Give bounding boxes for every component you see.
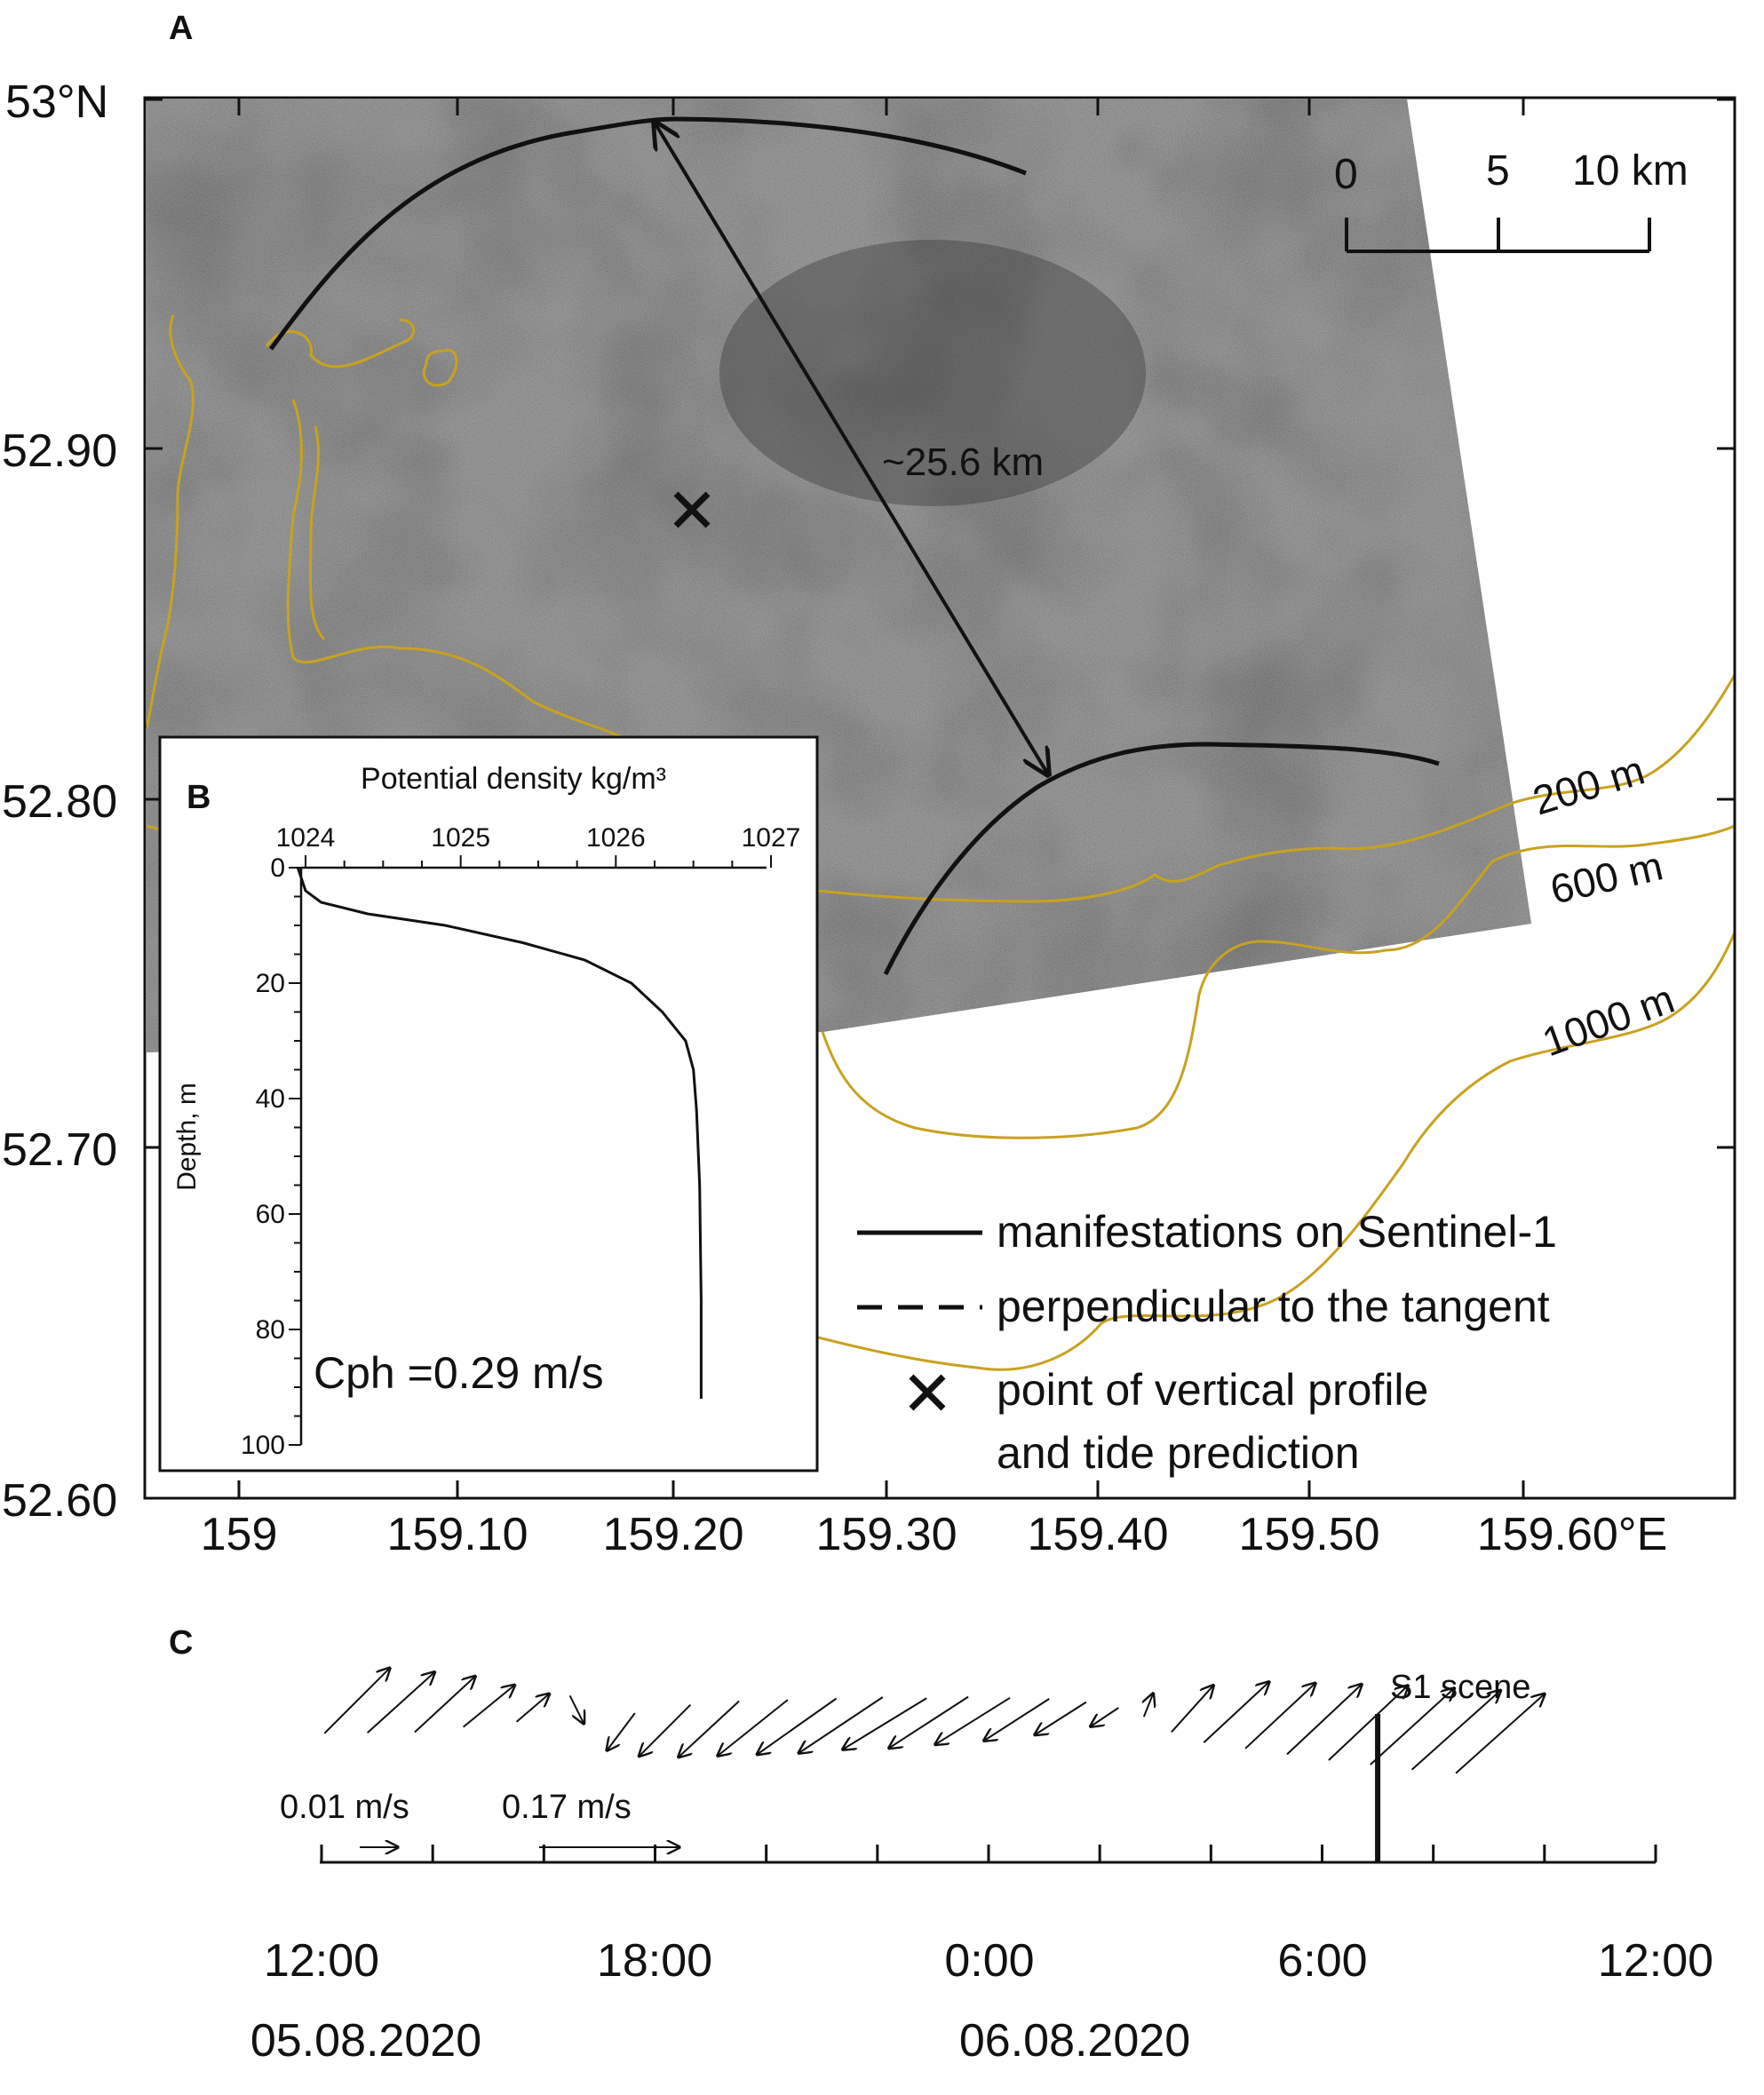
time-tick-1200-end: 12:00	[1598, 1935, 1713, 1987]
lat-tick-5270: 52.70	[2, 1124, 117, 1176]
isobath-label-200: 200 m	[1528, 746, 1649, 823]
current-vector-arrow	[718, 1699, 789, 1756]
time-tick-0600: 6:00	[1277, 1935, 1367, 1987]
scale-speed-label-017: 0.17 m/s	[502, 1789, 632, 1826]
current-vector-arrow	[515, 1694, 550, 1723]
depth-axis-title: Depth, m	[172, 1083, 202, 1191]
inset-frame	[158, 735, 819, 1472]
scale-speed-label-001: 0.01 m/s	[280, 1789, 409, 1826]
lon-tick-15910: 159.10	[386, 1509, 528, 1560]
current-vector-arrow	[1455, 1694, 1545, 1774]
date-label-0508: 05.08.2020	[250, 2015, 481, 2067]
density-tick-label: 1026	[586, 823, 646, 853]
scale-label-5: 5	[1486, 147, 1510, 194]
current-vector-arrow	[1035, 1701, 1087, 1735]
current-vector-arrow	[679, 1700, 740, 1758]
panel-c-label: C	[169, 1624, 193, 1662]
legend-dashed-label: perpendicular to the tangent	[997, 1282, 1550, 1331]
current-vector-arrow	[799, 1696, 884, 1753]
current-vector-arrow	[935, 1696, 1011, 1745]
lat-tick-53: 53°N	[5, 76, 108, 128]
lat-tick-5280: 52.80	[2, 776, 117, 828]
legend-cross-label-1: point of vertical profile	[997, 1365, 1428, 1415]
current-vector-arrow	[462, 1685, 515, 1728]
current-vector-arrow	[640, 1703, 692, 1757]
isobath-label-1000: 1000 m	[1537, 975, 1681, 1065]
scale-label-0: 0	[1334, 151, 1358, 198]
date-label-0608: 06.08.2020	[959, 2015, 1190, 2067]
time-tick-1200-0508: 12:00	[264, 1935, 379, 1987]
lon-tick-15950: 159.50	[1238, 1509, 1379, 1560]
depth-tick-label: 100	[241, 1431, 285, 1460]
time-axis-ticks	[320, 1845, 1657, 1862]
lon-tick-159: 159	[201, 1509, 278, 1560]
current-vector-arrow	[414, 1677, 475, 1734]
distance-label: ~25.6 km	[882, 440, 1044, 484]
isobath-label-600: 600 m	[1546, 842, 1667, 912]
distance-arrow	[655, 123, 1048, 774]
scale-label-10: 10 km	[1572, 147, 1689, 194]
current-vector-arrow	[757, 1697, 838, 1755]
density-profile-line	[296, 867, 703, 1399]
current-vector-arrow	[1244, 1683, 1315, 1750]
current-vector-arrow	[1203, 1682, 1269, 1743]
lat-tick-5260: 52.60	[2, 1475, 117, 1527]
density-tick-label: 1025	[431, 823, 490, 853]
profile-point-icon	[673, 491, 711, 528]
legend-cross-label-2: and tide prediction	[997, 1428, 1360, 1478]
current-vector-arrow	[1410, 1690, 1501, 1771]
legend-cross-icon	[909, 1374, 946, 1411]
map-legend: manifestations on Sentinel-1 perpendicul…	[857, 1207, 1557, 1478]
lon-tick-15930: 159.30	[815, 1509, 957, 1560]
density-tick-label: 1027	[742, 823, 801, 853]
lat-tick-5290: 52.90	[2, 425, 117, 477]
density-tick-label: 1024	[276, 823, 336, 853]
current-vector-arrow	[889, 1695, 969, 1749]
current-vector-arrow	[1171, 1686, 1213, 1733]
time-tick-0000-0608: 0:00	[944, 1935, 1034, 1987]
current-vector-arrow	[1286, 1685, 1362, 1756]
current-vector-arrow	[1144, 1694, 1154, 1718]
time-tick-1800: 18:00	[597, 1935, 712, 1987]
current-vector-arrow	[1091, 1707, 1119, 1726]
current-vector-arrow	[1370, 1688, 1455, 1766]
isobath-lines	[145, 314, 1735, 1371]
map-ticks	[145, 98, 1735, 1498]
depth-tick-label: 20	[256, 969, 285, 998]
lon-tick-15960: 159.60°E	[1477, 1509, 1668, 1560]
current-vector-arrow	[367, 1672, 435, 1734]
current-vector-arrow	[1328, 1686, 1408, 1761]
legend-solid-label: manifestations on Sentinel-1	[997, 1207, 1557, 1257]
panel-b-label: B	[187, 779, 211, 816]
phase-speed-annotation: Cph =0.29 m/s	[314, 1348, 604, 1398]
scale-bar	[1345, 218, 1651, 253]
current-vector-arrow	[323, 1668, 390, 1734]
s1-scene-label: S1 scene	[1390, 1669, 1530, 1706]
depth-tick-label: 0	[270, 853, 285, 883]
depth-tick-label: 40	[256, 1084, 285, 1114]
depth-tick-label: 60	[256, 1200, 285, 1229]
inset-density-profile: B Potential density kg/m³ Depth, m 1024 1…	[158, 735, 819, 1472]
current-vector-arrow	[607, 1712, 636, 1750]
lon-tick-15920: 159.20	[602, 1509, 743, 1560]
tidal-vectors	[323, 1668, 1545, 1774]
lon-tick-15940: 159.40	[1027, 1509, 1168, 1560]
panel-a-label: A	[169, 10, 193, 47]
current-vector-arrow	[843, 1697, 927, 1750]
depth-tick-label: 80	[256, 1315, 285, 1345]
density-axis-title: Potential density kg/m³	[361, 762, 666, 796]
current-vector-arrow	[984, 1698, 1050, 1741]
current-vector-arrow	[568, 1694, 584, 1724]
